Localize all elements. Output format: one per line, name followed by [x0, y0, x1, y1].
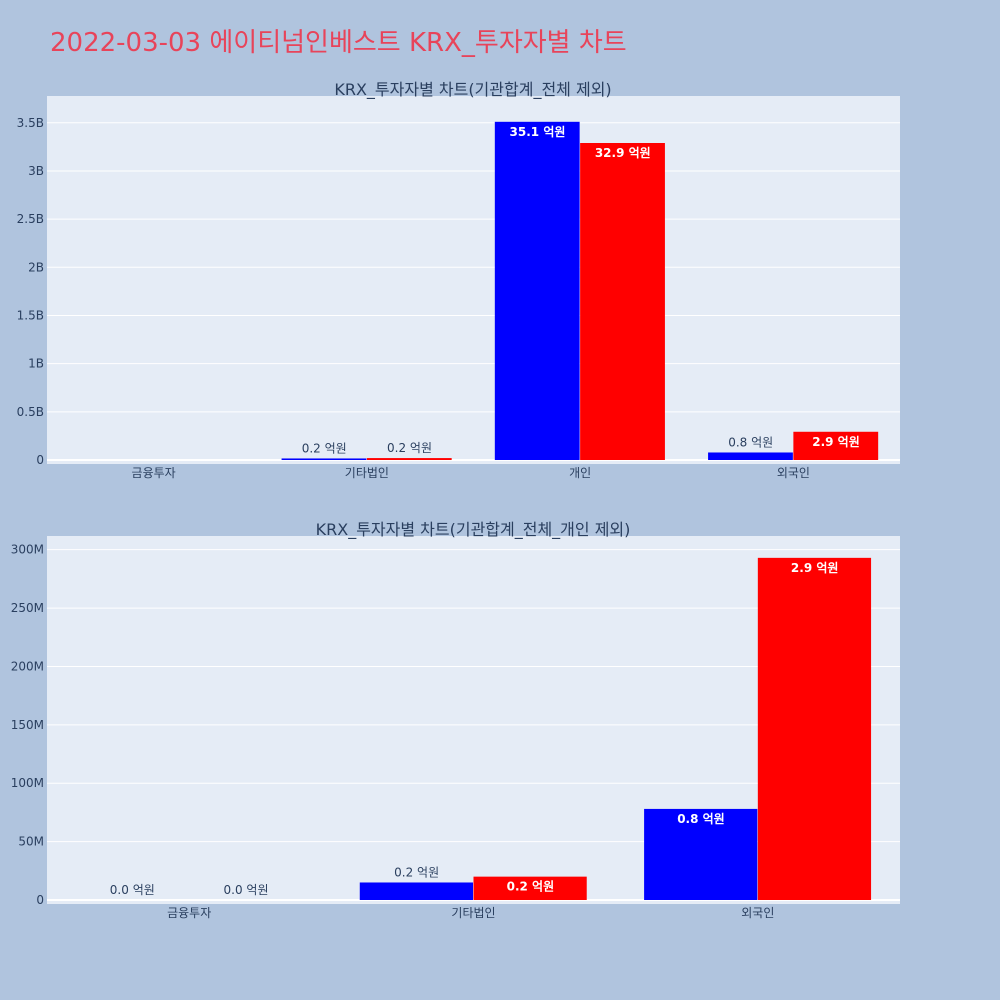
chart-bottom-y-tick-label: 250M [11, 601, 44, 615]
chart-top-y-tick-label: 0.5B [17, 405, 44, 419]
chart-top-plot-area [47, 96, 900, 464]
chart-bottom-title: KRX_투자자별 차트(기관합계_전체_개인 제외) [316, 520, 631, 540]
chart-top-x-tick-label: 기타법인 [345, 466, 389, 480]
chart-top-title: KRX_투자자별 차트(기관합계_전체 제외) [334, 80, 611, 100]
chart-top-bar [494, 121, 580, 460]
chart-top-y-tick-label: 3.5B [17, 116, 44, 130]
chart-top-bar [366, 458, 452, 460]
chart-bottom-y-tick-label: 300M [11, 543, 44, 557]
chart-bottom-y-tick-label: 0 [36, 893, 44, 907]
chart-top-y-tick-label: 1.5B [17, 308, 44, 322]
chart-top-bar [793, 431, 879, 460]
chart-top: 0 0.5B 1B 1.5B 2B 2.5B 3B 3.5B 금융투자 기타법인 0.2 억원 0.2… [17, 80, 900, 480]
chart-bottom-data-label: 2.9 억원 [791, 561, 839, 575]
chart-top-x-tick-label: 금융투자 [132, 466, 176, 480]
chart-bottom-bar [757, 557, 872, 900]
chart-bottom: 0 50M 100M 150M 200M 250M 300M 금융투자 0.0 억원 0.0 억원… [11, 520, 900, 920]
chart-top-y-tick-label: 2B [28, 260, 44, 274]
chart-top-y-tick-label: 2.5B [17, 212, 44, 226]
chart-top-data-label: 0.2 억원 [387, 441, 432, 455]
chart-bottom-y-tick-label: 100M [11, 776, 44, 790]
chart-top-data-label: 35.1 억원 [510, 125, 566, 139]
chart-top-data-label: 32.9 억원 [595, 146, 651, 160]
chart-top-data-label: 2.9 억원 [812, 435, 860, 449]
chart-bottom-x-tick-label: 금융투자 [167, 906, 211, 920]
chart-bottom-data-label: 0.8 억원 [677, 812, 725, 826]
page-title: 2022-03-03 에이티넘인베스트 KRX_투자자별 차트 [50, 28, 627, 58]
chart-top-bar [580, 143, 665, 460]
chart-top-bar [708, 452, 793, 460]
chart-top-y-tick-label: 0 [36, 453, 44, 467]
chart-bottom-data-label: 0.2 억원 [507, 880, 555, 894]
chart-bottom-data-label: 0.0 억원 [110, 883, 155, 897]
chart-bottom-bar [473, 876, 587, 900]
chart-bottom-data-label: 0.0 억원 [224, 883, 269, 897]
chart-top-data-label: 0.8 억원 [728, 435, 773, 449]
chart-bottom-bar [359, 882, 473, 900]
chart-top-y-tick-label: 3B [28, 164, 44, 178]
chart-top-y-tick-label: 1B [28, 357, 44, 371]
chart-bottom-bar [644, 808, 758, 900]
chart-bottom-data-label: 0.2 억원 [394, 865, 439, 879]
chart-bottom-y-tick-label: 150M [11, 718, 44, 732]
chart-top-data-label: 0.2 억원 [302, 441, 347, 455]
chart-bottom-x-tick-label: 외국인 [741, 906, 774, 920]
chart-bottom-x-tick-label: 기타법인 [451, 906, 495, 920]
chart-top-bar [281, 458, 367, 460]
chart-bottom-y-tick-label: 200M [11, 659, 44, 673]
chart-top-x-tick-label: 개인 [569, 466, 591, 480]
chart-bottom-y-tick-label: 50M [18, 835, 44, 849]
chart-top-x-tick-label: 외국인 [777, 466, 810, 480]
